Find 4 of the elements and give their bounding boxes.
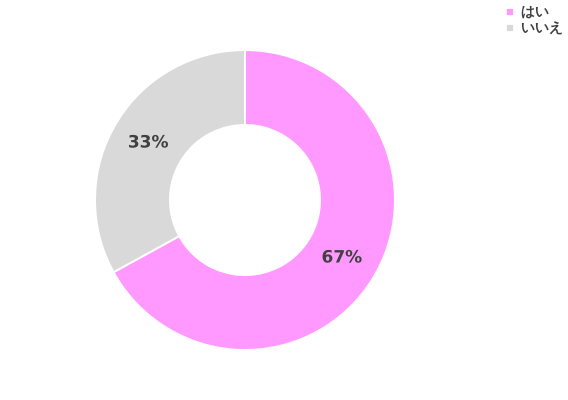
- data-label: 67%: [321, 247, 362, 268]
- data-label: 33%: [128, 132, 169, 153]
- legend-label: いいえ: [521, 20, 563, 36]
- legend-label: はい: [521, 4, 549, 20]
